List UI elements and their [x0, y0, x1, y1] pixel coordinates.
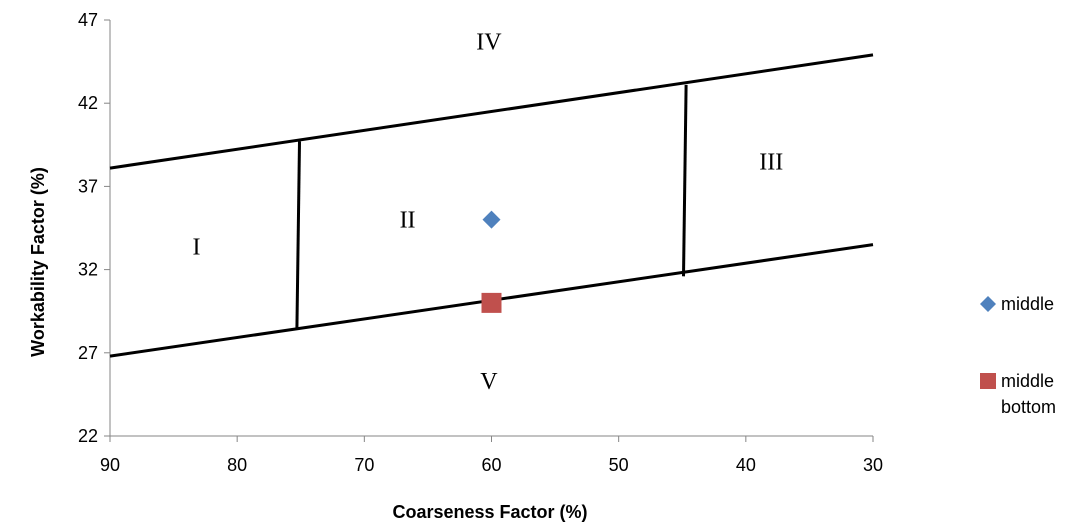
x-tick-label: 70: [354, 455, 374, 475]
x-tick-labels: 90 80 70 60 50 40 30: [100, 455, 883, 475]
boundary-line: [295, 141, 301, 330]
y-tick-labels: 22 27 32 37 42 47: [78, 10, 98, 446]
y-tick-label: 42: [78, 93, 98, 113]
zone-label: V: [480, 369, 498, 395]
zone-label: II: [400, 208, 416, 234]
legend: middle middle bottom: [980, 294, 1056, 417]
legend-label: middle: [1001, 294, 1054, 314]
boundary-line: [109, 53, 874, 170]
y-tick-label: 32: [78, 260, 98, 280]
y-tick-label: 22: [78, 426, 98, 446]
zone-label: I: [192, 234, 200, 260]
x-tick-label: 40: [736, 455, 756, 475]
data-point: [482, 210, 501, 229]
x-tick-label: 80: [227, 455, 247, 475]
x-tick-label: 60: [481, 455, 501, 475]
zone-label: III: [759, 149, 783, 175]
axes: [104, 19, 874, 442]
data-point: [481, 292, 502, 313]
y-tick-label: 37: [78, 176, 98, 196]
x-tick-label: 50: [609, 455, 629, 475]
x-axis-title: Coarseness Factor (%): [392, 502, 587, 522]
data-points: [481, 210, 502, 313]
zone-label: IV: [476, 30, 502, 56]
x-tick-label: 30: [863, 455, 883, 475]
y-axis-title: Workability Factor (%): [28, 167, 48, 357]
x-tick-label: 90: [100, 455, 120, 475]
y-tick-label: 27: [78, 343, 98, 363]
y-tick-label: 47: [78, 10, 98, 30]
legend-marker: [980, 373, 996, 389]
boundary-line: [682, 84, 688, 277]
legend-label: middle bottom: [1001, 371, 1056, 417]
legend-marker: [980, 296, 996, 312]
